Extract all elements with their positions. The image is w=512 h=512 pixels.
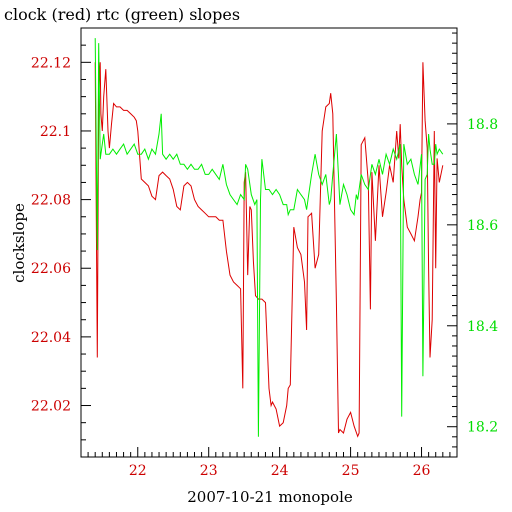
x-tick-label: 24 (271, 463, 289, 479)
y-tick-label: 22.02 (31, 399, 71, 415)
x-tick-label: 23 (200, 463, 218, 479)
y-tick-label: 22.04 (31, 330, 71, 346)
y2-tick-label: 18.6 (467, 218, 498, 234)
plot-frame (80, 27, 458, 458)
rtc-series-line (94, 38, 444, 437)
y2-tick-label: 18.2 (467, 420, 498, 436)
y-tick-label: 22.08 (31, 193, 71, 209)
clock-series-line (94, 62, 444, 438)
series-lines (94, 38, 444, 438)
x-tick-label: 22 (129, 463, 147, 479)
y-tick-label: 22.1 (40, 124, 71, 140)
y-axis-label: clockslope (10, 203, 28, 283)
y-tick-label: 22.06 (31, 261, 71, 277)
y2-tick-label: 18.8 (467, 117, 498, 133)
y-tick-label: 22.12 (31, 55, 71, 71)
x-tick-label: 25 (342, 463, 360, 479)
x-tick-label: 26 (413, 463, 431, 479)
chart-title: clock (red) rtc (green) slopes (4, 5, 240, 24)
axis-ticks: 22 23 24 25 26 22.02 22.04 22.06 22.08 22.1 22.12 1… (31, 27, 498, 479)
x-axis-label: 2007-10-21 monopole (187, 488, 353, 506)
y2-tick-label: 18.4 (467, 319, 498, 335)
